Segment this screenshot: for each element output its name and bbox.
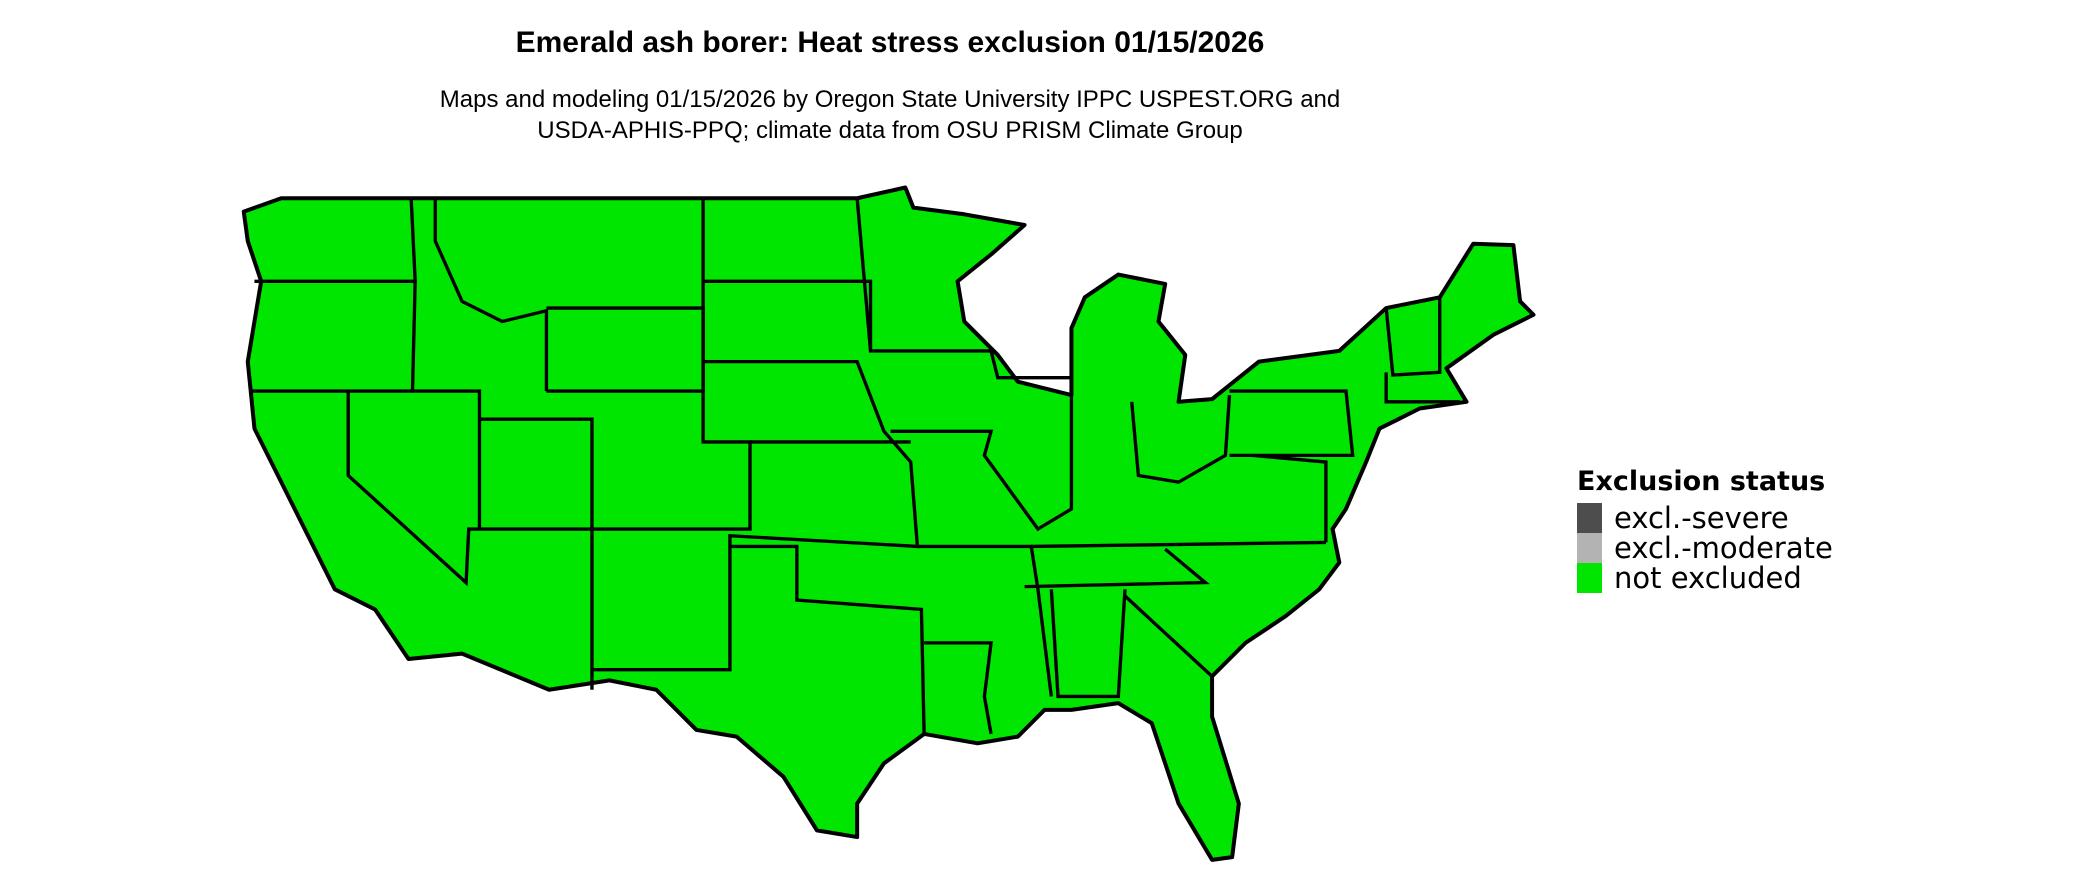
- subtitle-line-2: USDA-APHIS-PPQ; climate data from OSU PR…: [537, 117, 1243, 144]
- contiguous-us-shape: [241, 185, 1536, 862]
- legend-label: excl.-moderate: [1614, 531, 1833, 565]
- legend-title: Exclusion status: [1577, 466, 1826, 497]
- legend-swatch: [1577, 533, 1602, 563]
- state-borders: [251, 198, 1460, 735]
- legend: Exclusion status excl.-severe excl.-mode…: [1577, 466, 1833, 593]
- subtitle-line-1: Maps and modeling 01/15/2026 by Oregon S…: [439, 86, 1341, 113]
- legend-swatch: [1577, 563, 1602, 593]
- legend-item-excl-moderate: excl.-moderate: [1577, 533, 1833, 563]
- legend-label: excl.-severe: [1614, 501, 1789, 535]
- legend-label: not excluded: [1614, 561, 1802, 595]
- legend-item-not-excluded: not excluded: [1577, 563, 1833, 593]
- map-title: Emerald ash borer: Heat stress exclusion…: [515, 26, 1265, 59]
- map-subtitle: Maps and modeling 01/15/2026 by Oregon S…: [0, 84, 1780, 146]
- legend-item-excl-severe: excl.-severe: [1577, 503, 1833, 533]
- legend-swatch: [1577, 503, 1602, 533]
